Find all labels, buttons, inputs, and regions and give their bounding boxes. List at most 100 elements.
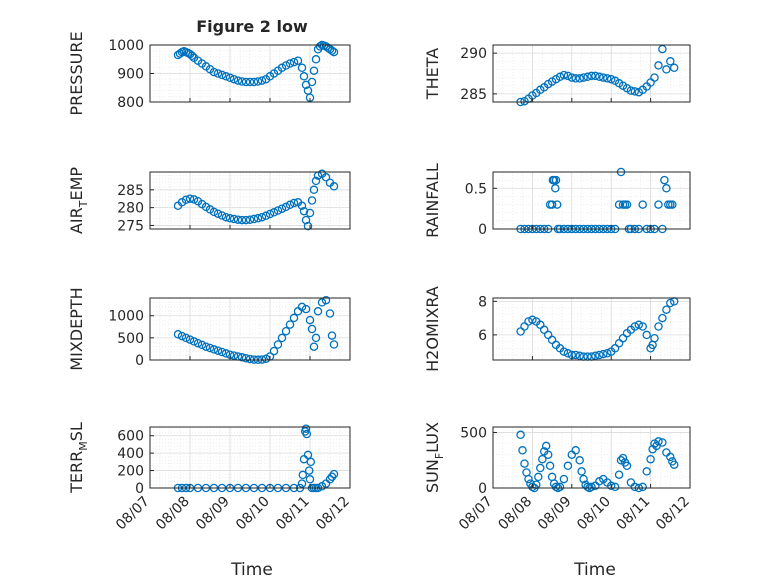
data-point xyxy=(646,454,655,464)
data-point xyxy=(630,87,640,96)
y-tick-label: 400 xyxy=(117,446,144,462)
data-point xyxy=(253,77,263,86)
data-point xyxy=(662,184,671,193)
x-axis-label-right: Time xyxy=(573,560,616,580)
figure-title: Figure 2 low xyxy=(196,17,308,36)
data-point xyxy=(209,345,219,354)
y-axis-label: TERRMSL xyxy=(67,422,90,494)
data-point xyxy=(221,72,231,81)
data-point xyxy=(311,333,321,343)
data-point xyxy=(669,460,679,469)
y-tick-label: 0.5 xyxy=(465,181,487,197)
subplot-4: 0 0.5 RAINFALL xyxy=(423,163,691,238)
data-point xyxy=(297,479,307,488)
data-point xyxy=(273,340,283,349)
data-point xyxy=(660,175,669,185)
data-point xyxy=(297,201,307,211)
data-point xyxy=(650,73,659,82)
y-tick-label: 0 xyxy=(135,353,144,369)
data-point xyxy=(528,315,537,325)
data-point xyxy=(305,315,315,325)
y-axis-label: MIXDEPTH xyxy=(67,287,86,370)
y-axis-label: RAINFALL xyxy=(423,163,442,238)
data-point xyxy=(229,214,239,224)
data-point xyxy=(329,182,339,191)
data-point xyxy=(599,73,608,82)
data-point xyxy=(538,454,547,464)
data-point xyxy=(315,42,325,51)
y-axis-label: PRESSURE xyxy=(67,31,86,115)
axes-box xyxy=(492,297,691,361)
data-point xyxy=(662,305,671,314)
data-point xyxy=(245,77,255,87)
data-point xyxy=(329,47,339,57)
data-point xyxy=(281,326,291,336)
data-point xyxy=(642,467,651,476)
axes-box xyxy=(492,44,691,103)
data-point xyxy=(221,349,231,358)
data-point xyxy=(189,195,199,204)
data-point xyxy=(277,204,287,213)
data-point xyxy=(614,200,624,209)
data-point xyxy=(177,331,187,341)
data-point xyxy=(285,200,295,210)
data-point xyxy=(233,215,243,224)
data-point xyxy=(213,69,223,78)
data-point xyxy=(520,459,529,468)
data-point xyxy=(634,320,644,330)
data-point xyxy=(221,212,231,222)
data-point xyxy=(241,77,251,87)
data-point xyxy=(571,350,580,360)
data-point xyxy=(285,59,295,68)
data-point xyxy=(630,322,640,331)
data-point xyxy=(257,76,267,85)
data-point xyxy=(261,211,271,221)
y-axis-label-rest: SL xyxy=(67,422,86,441)
data-point xyxy=(614,470,624,479)
axes-box xyxy=(492,171,691,230)
data-point xyxy=(654,61,663,70)
data-point xyxy=(327,472,337,481)
subplot-6: 6 8 H2OMIXRA xyxy=(423,286,691,372)
data-point xyxy=(285,320,295,329)
y-tick-label: 280 xyxy=(117,201,144,217)
y-tick-label: 285 xyxy=(117,183,144,199)
data-point xyxy=(197,340,207,350)
data-point xyxy=(311,176,321,186)
data-point xyxy=(307,77,317,87)
data-point xyxy=(524,474,533,484)
data-point xyxy=(541,441,551,451)
data-point xyxy=(559,474,569,484)
data-point xyxy=(298,470,308,480)
y-axis-label-subscript: F xyxy=(433,453,446,459)
data-point xyxy=(245,215,255,224)
data-point xyxy=(305,475,315,484)
data-point xyxy=(299,206,309,216)
data-point xyxy=(307,196,317,205)
data-point xyxy=(225,214,235,223)
data-point xyxy=(299,72,309,81)
y-axis-label-rest: LUX xyxy=(423,422,442,453)
data-point xyxy=(583,72,592,82)
data-point xyxy=(555,482,565,492)
data-point xyxy=(249,77,259,87)
y-tick-label: 0 xyxy=(478,222,487,238)
y-tick-label: 0 xyxy=(135,481,144,497)
data-point xyxy=(666,452,675,462)
subplot-5: 0 500 1000 MIXDEPTH xyxy=(67,287,351,371)
data-point xyxy=(187,51,197,61)
y-tick-label: 500 xyxy=(117,331,144,347)
data-point xyxy=(311,55,321,64)
data-point xyxy=(209,207,219,217)
data-point xyxy=(547,200,557,209)
data-point xyxy=(269,208,279,217)
y-tick-label: 500 xyxy=(460,426,487,442)
data-point xyxy=(539,325,549,335)
data-point xyxy=(591,351,600,361)
axes-box xyxy=(492,426,691,489)
data-point xyxy=(603,74,612,83)
data-point xyxy=(571,74,580,83)
data-point xyxy=(185,335,195,344)
data-point xyxy=(301,424,311,433)
data-point xyxy=(237,215,247,225)
